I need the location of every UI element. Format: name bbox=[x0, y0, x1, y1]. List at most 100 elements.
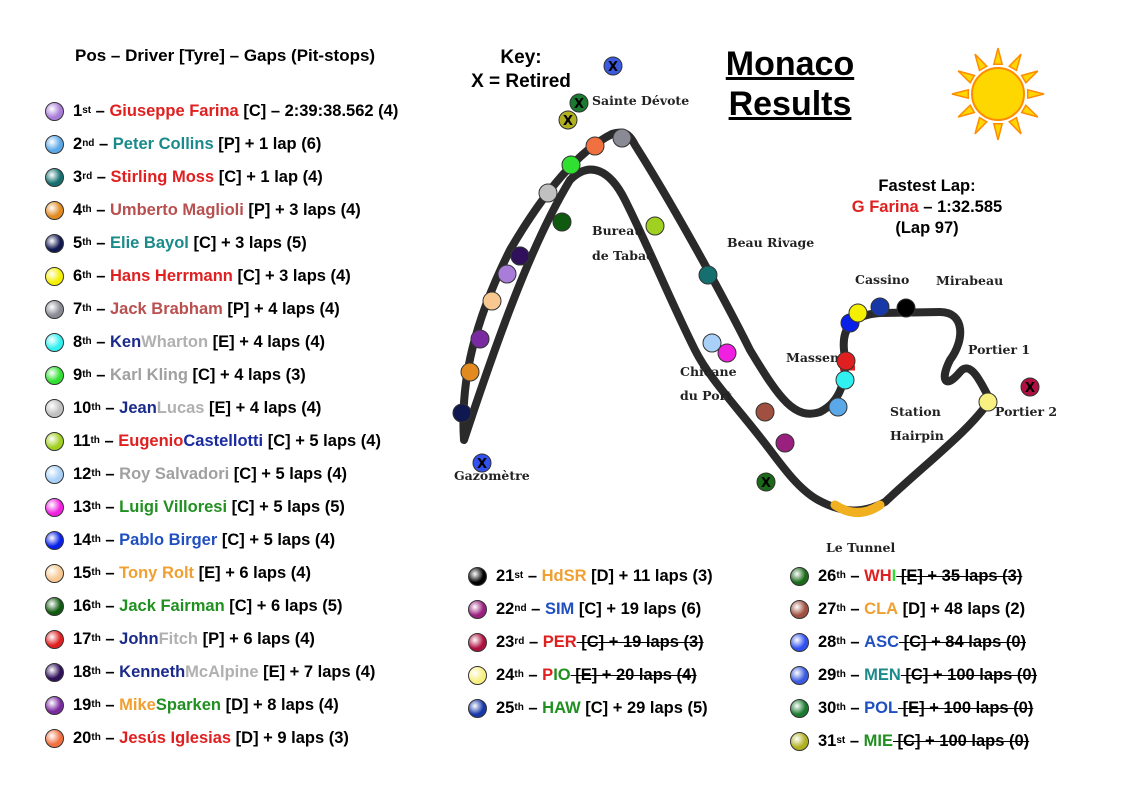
car-marker bbox=[755, 402, 775, 422]
car-marker bbox=[978, 392, 998, 412]
car-marker bbox=[482, 291, 502, 311]
label-de-tabac: de Tabac bbox=[592, 248, 654, 263]
yellow-helmet-icon bbox=[45, 266, 64, 286]
tyre-gap-pits: [C] + 100 laps (0) bbox=[892, 731, 1030, 750]
label-portier-2: Portier 2 bbox=[995, 404, 1057, 419]
driver-name: Umberto Maglioli bbox=[110, 200, 244, 219]
driver-name: Luigi Villoresi bbox=[119, 497, 228, 516]
car-marker bbox=[538, 183, 558, 203]
position: 8 bbox=[73, 332, 83, 351]
driver-name: IO bbox=[553, 665, 571, 684]
driver-name: Mike bbox=[119, 695, 156, 714]
bluestar-helmet-icon bbox=[790, 632, 809, 652]
position: 5 bbox=[73, 233, 83, 252]
key-title: Key: bbox=[500, 47, 542, 68]
position: 20 bbox=[73, 728, 92, 747]
position: 27 bbox=[818, 599, 837, 618]
sun-ray bbox=[1008, 116, 1022, 135]
driver-name: Pablo Birger bbox=[119, 530, 218, 549]
tyre-gap-pits: [C] + 3 laps (4) bbox=[232, 266, 351, 285]
fastest-lap-number: (Lap 97) bbox=[895, 219, 959, 237]
tyre-gap-pits: [P] + 6 laps (4) bbox=[198, 629, 315, 648]
sun-ray bbox=[1026, 88, 1045, 100]
tyre-gap-pits: [C] + 4 laps (3) bbox=[187, 365, 306, 384]
circuit-map: Sainte Dévote Bureau de Tabac Beau Rivag… bbox=[452, 56, 1057, 555]
driver-name: HAW bbox=[542, 698, 581, 717]
driver-name: ASC bbox=[864, 632, 900, 651]
deeppurple-helmet-icon bbox=[45, 662, 64, 682]
silver-helmet-icon bbox=[45, 398, 64, 418]
position: 15 bbox=[73, 563, 92, 582]
tyre-gap-pits: [P] + 3 laps (4) bbox=[243, 200, 361, 219]
grey-helmet-icon bbox=[45, 299, 64, 319]
le-tunnel-section bbox=[830, 500, 885, 517]
tyre-gap-pits: [D] + 48 laps (2) bbox=[898, 599, 1026, 618]
navy-helmet-icon bbox=[45, 233, 64, 253]
retired-x-mark: X bbox=[1025, 381, 1035, 396]
car-marker bbox=[470, 329, 490, 349]
driver-name: Jean bbox=[119, 398, 157, 417]
fastest-lap-heading: Fastest Lap: bbox=[878, 177, 976, 195]
retired-x-mark: X bbox=[563, 114, 573, 129]
tyre-gap-pits: [E] + 4 laps (4) bbox=[208, 332, 325, 351]
position: 24 bbox=[496, 665, 515, 684]
driver-name: PER bbox=[542, 632, 577, 651]
tyre-gap-pits: [D] + 9 laps (3) bbox=[231, 728, 349, 747]
position: 4 bbox=[73, 200, 83, 219]
tyre-gap-pits: [C] + 3 laps (5) bbox=[188, 233, 307, 252]
fastest-lap-driver: G Farina bbox=[851, 198, 919, 216]
position: 13 bbox=[73, 497, 92, 516]
page-title: Monaco Results bbox=[700, 44, 880, 124]
driver-name: Hans Herrmann bbox=[110, 266, 233, 285]
tyre-gap-pits: [E] + 4 laps (4) bbox=[204, 398, 322, 417]
car-marker bbox=[896, 298, 916, 318]
label-hairpin: Hairpin bbox=[890, 428, 944, 443]
car-marker bbox=[460, 362, 480, 382]
car-marker bbox=[561, 155, 581, 175]
label-portier-1: Portier 1 bbox=[968, 342, 1030, 357]
position: 29 bbox=[818, 665, 837, 684]
tyre-gap-pits: [E] + 7 laps (4) bbox=[258, 662, 376, 681]
driver-name: Fitch bbox=[158, 629, 199, 648]
sun-ray bbox=[992, 47, 1004, 66]
label-cassino: Cassino bbox=[855, 272, 909, 287]
key-legend: Key: X = Retired bbox=[455, 46, 587, 94]
tyre-gap-pits: [C] + 6 laps (5) bbox=[224, 596, 343, 615]
brownpattern-helmet-icon bbox=[790, 599, 809, 619]
greenred-helmet-icon bbox=[790, 566, 809, 586]
position: 9 bbox=[73, 365, 83, 384]
sun-ray bbox=[951, 88, 970, 100]
driver-name: Jack Fairman bbox=[119, 596, 225, 615]
darkgreen-helmet-icon bbox=[45, 596, 64, 616]
peach-helmet-icon bbox=[45, 563, 64, 583]
tyre-gap-pits: [P] + 1 lap (6) bbox=[213, 134, 322, 153]
tyre-gap-pits: [E] + 100 laps (0) bbox=[898, 698, 1034, 717]
sun-ray bbox=[974, 53, 988, 72]
position: 1 bbox=[73, 101, 83, 120]
black-helmet-icon bbox=[468, 566, 487, 586]
greenpattern-helmet-icon bbox=[790, 698, 809, 718]
car-marker bbox=[645, 216, 665, 236]
retired-x-mark: X bbox=[761, 476, 771, 491]
teal-helmet-icon bbox=[45, 167, 64, 187]
position: 28 bbox=[818, 632, 837, 651]
driver-name: Roy Salvadori bbox=[119, 464, 230, 483]
sun-ray bbox=[957, 104, 976, 118]
position: 3 bbox=[73, 167, 83, 186]
position: 14 bbox=[73, 530, 92, 549]
purpleorange-helmet-icon bbox=[468, 599, 487, 619]
results-header: Pos – Driver [Tyre] – Gaps (Pit-stops) bbox=[75, 46, 376, 65]
